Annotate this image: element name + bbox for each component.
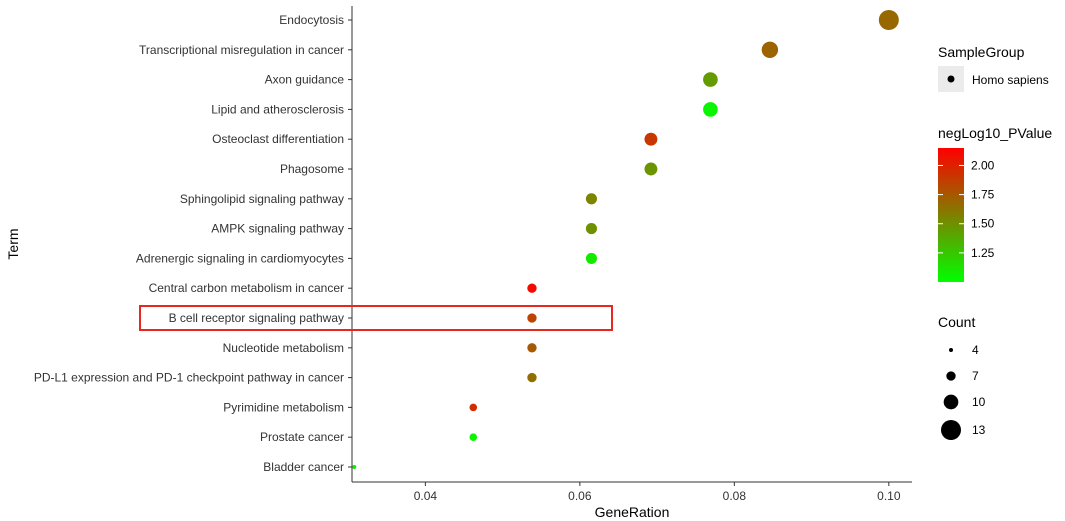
colorbar-tick-label: 1.75 [971,188,995,202]
data-point [703,102,718,117]
legend-sample-group-dot [947,75,955,83]
data-point [527,343,537,353]
term-label: Sphingolipid signaling pathway [180,192,344,206]
x-tick-label: 0.06 [568,489,592,503]
legend-count-dot [943,394,959,410]
term-label: Phagosome [280,162,344,176]
legend-colorbar [938,148,964,282]
colorbar-tick-label: 1.25 [971,246,995,260]
data-point [761,41,779,59]
term-label: PD-L1 expression and PD-1 checkpoint pat… [34,371,344,385]
data-points [352,10,899,469]
data-point [585,223,598,235]
y-axis-title: Term [5,228,21,259]
legend-count-title: Count [938,314,975,330]
data-point [644,132,658,146]
legend-count-label: 4 [972,343,979,357]
term-label: Transcriptional misregulation in cancer [139,43,344,57]
legend-count-label: 13 [972,423,986,437]
term-label: Axon guidance [265,73,345,87]
legend-count-label: 10 [972,395,986,409]
term-label: Bladder cancer [263,460,344,474]
legend-count-label: 7 [972,369,979,383]
legend-count-dot [946,371,956,381]
data-point [878,10,899,30]
term-label: Adrenergic signaling in cardiomyocytes [136,251,344,265]
legend-count-dot [941,420,961,440]
x-axis-ticks: 0.04 0.06 0.08 0.10 [414,482,901,503]
x-tick-label: 0.08 [723,489,747,503]
legend-color-title: negLog10_PValue [938,125,1052,141]
data-point [352,465,357,469]
x-axis-title: GeneRation [595,504,670,520]
data-point [527,283,537,293]
legend-sample-group: SampleGroup Homo sapiens [938,44,1049,92]
term-label: AMPK signaling pathway [211,222,344,236]
data-point [703,72,718,87]
term-label: B cell receptor signaling pathway [169,311,344,325]
data-point [585,252,598,264]
colorbar-tick-label: 2.00 [971,158,995,172]
term-label: Pyrimidine metabolism [223,400,344,414]
legend-count-dot [949,348,953,352]
data-point [585,193,598,205]
data-point [644,162,658,176]
colorbar-tick-label: 1.50 [971,217,995,231]
term-label: Endocytosis [279,13,344,27]
x-tick-label: 0.04 [414,489,438,503]
y-axis-ticks: Endocytosis Transcriptional misregulation… [34,13,352,474]
data-point [527,372,537,383]
x-tick-label: 0.10 [877,489,901,503]
term-label: Osteoclast differentiation [212,132,344,146]
plot-panel: Endocytosis Transcriptional misregulation… [34,6,912,503]
term-label: Lipid and atherosclerosis [211,102,344,116]
highlight-box [139,305,613,331]
legend-color: negLog10_PValue 2.00 1.75 1.50 1.25 [938,125,1052,282]
term-label: Nucleotide metabolism [223,341,344,355]
legend-sample-group-title: SampleGroup [938,44,1025,60]
data-point [469,433,478,441]
legend-colorbar-ticks: 2.00 1.75 1.50 1.25 [938,158,995,260]
legend-count-entries: 4 7 10 13 [941,343,986,440]
legend-sample-group-label: Homo sapiens [972,73,1049,87]
legend-count: Count 4 7 10 13 [938,314,986,440]
term-label: Central carbon metabolism in cancer [149,281,344,295]
data-point [527,313,537,323]
term-label: Prostate cancer [260,430,344,444]
data-point [469,403,478,412]
